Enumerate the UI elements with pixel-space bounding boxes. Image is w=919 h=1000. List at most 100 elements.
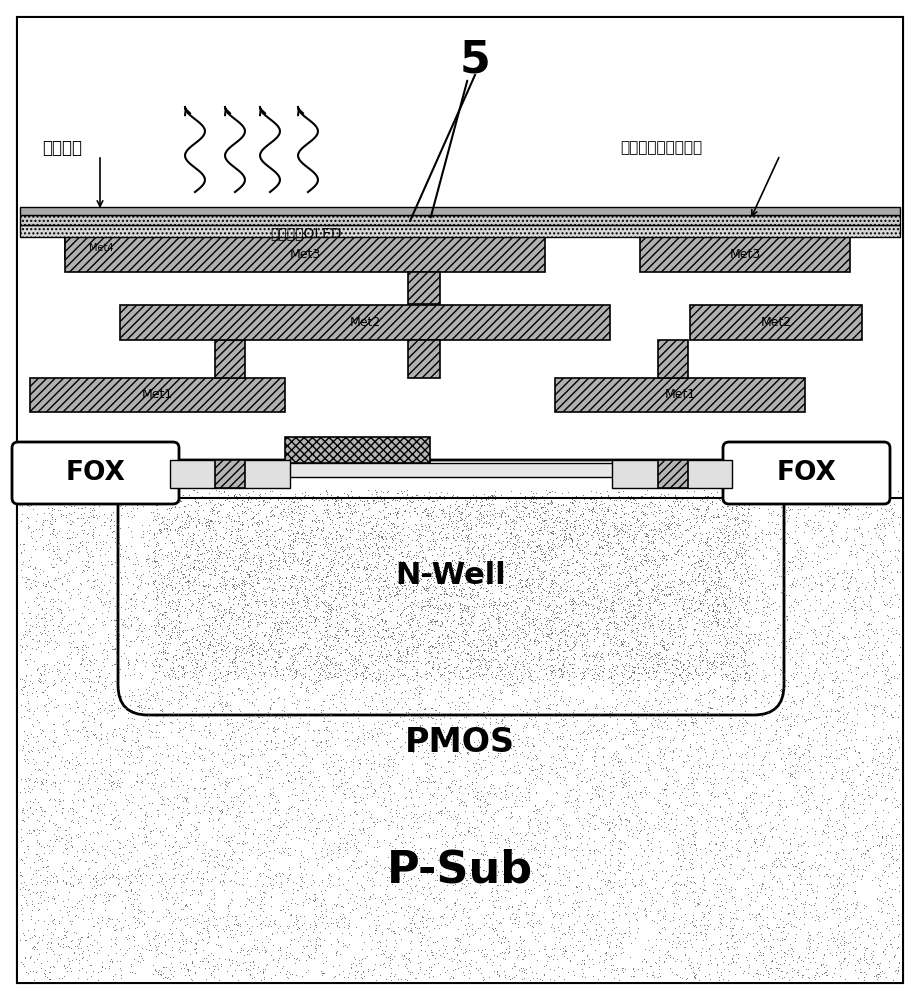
Point <box>268 599 283 615</box>
Point <box>425 572 439 588</box>
Point <box>71 756 85 772</box>
Point <box>578 741 593 757</box>
Point <box>426 950 441 966</box>
Point <box>835 929 850 945</box>
Point <box>856 596 870 612</box>
Point <box>512 913 527 929</box>
Point <box>798 545 812 561</box>
Point <box>709 627 724 643</box>
Point <box>533 593 548 609</box>
Point <box>325 519 340 535</box>
Point <box>364 701 379 717</box>
Point <box>557 522 572 538</box>
Point <box>216 858 231 874</box>
Point <box>285 654 300 670</box>
Point <box>504 668 518 684</box>
Point <box>759 599 774 615</box>
Point <box>604 589 618 605</box>
Point <box>700 892 715 908</box>
Point <box>592 566 607 582</box>
Point <box>717 529 732 545</box>
Point <box>98 871 113 887</box>
Point <box>687 924 702 940</box>
Point <box>75 704 90 720</box>
Point <box>16 879 30 895</box>
Point <box>702 541 717 557</box>
Point <box>359 509 374 525</box>
Point <box>664 507 678 523</box>
Point <box>337 578 352 594</box>
Point <box>613 816 628 832</box>
Point <box>675 876 690 892</box>
Point <box>124 702 139 718</box>
Point <box>220 852 234 868</box>
Point <box>150 671 165 687</box>
Point <box>52 833 67 849</box>
Point <box>817 605 832 621</box>
Point <box>152 559 166 575</box>
Point <box>810 538 824 554</box>
Point <box>425 890 440 906</box>
Point <box>317 573 332 589</box>
Point <box>518 500 533 516</box>
Point <box>609 852 624 868</box>
Point <box>173 519 187 535</box>
Point <box>505 899 519 915</box>
Point <box>681 665 696 681</box>
Point <box>274 702 289 718</box>
Point <box>178 631 193 647</box>
Point <box>823 770 838 786</box>
Point <box>76 687 91 703</box>
Point <box>791 909 806 925</box>
Point <box>516 544 531 560</box>
Point <box>622 603 637 619</box>
Point <box>562 508 577 524</box>
Point <box>633 541 648 557</box>
Point <box>345 498 359 514</box>
Point <box>310 660 324 676</box>
Point <box>381 579 396 595</box>
Point <box>680 665 695 681</box>
Point <box>488 638 503 654</box>
Point <box>520 604 535 620</box>
Point <box>789 655 803 671</box>
Point <box>824 605 839 621</box>
Point <box>722 904 737 920</box>
Point <box>705 509 720 525</box>
Point <box>774 585 789 601</box>
Point <box>92 579 107 595</box>
Point <box>487 651 502 667</box>
Point <box>617 541 631 557</box>
Point <box>721 811 736 827</box>
Point <box>814 602 829 618</box>
Point <box>729 635 743 651</box>
Point <box>395 829 410 845</box>
Point <box>205 515 220 531</box>
Point <box>471 605 486 621</box>
Point <box>609 645 624 661</box>
Point <box>392 539 407 555</box>
Point <box>253 549 267 565</box>
Point <box>593 539 607 555</box>
Point <box>578 568 593 584</box>
Point <box>792 501 807 517</box>
Point <box>96 641 111 657</box>
Point <box>636 542 651 558</box>
Point <box>313 526 328 542</box>
Point <box>391 676 406 692</box>
Point <box>31 836 46 852</box>
Point <box>681 592 696 608</box>
Point <box>660 574 675 590</box>
Point <box>79 696 94 712</box>
Point <box>502 669 516 685</box>
Point <box>575 820 590 836</box>
Point <box>242 946 256 962</box>
Point <box>688 509 703 525</box>
Point <box>767 910 782 926</box>
Point <box>470 864 484 880</box>
Point <box>323 599 337 615</box>
Point <box>675 877 690 893</box>
Point <box>318 550 333 566</box>
Point <box>215 801 230 817</box>
Point <box>528 507 542 523</box>
